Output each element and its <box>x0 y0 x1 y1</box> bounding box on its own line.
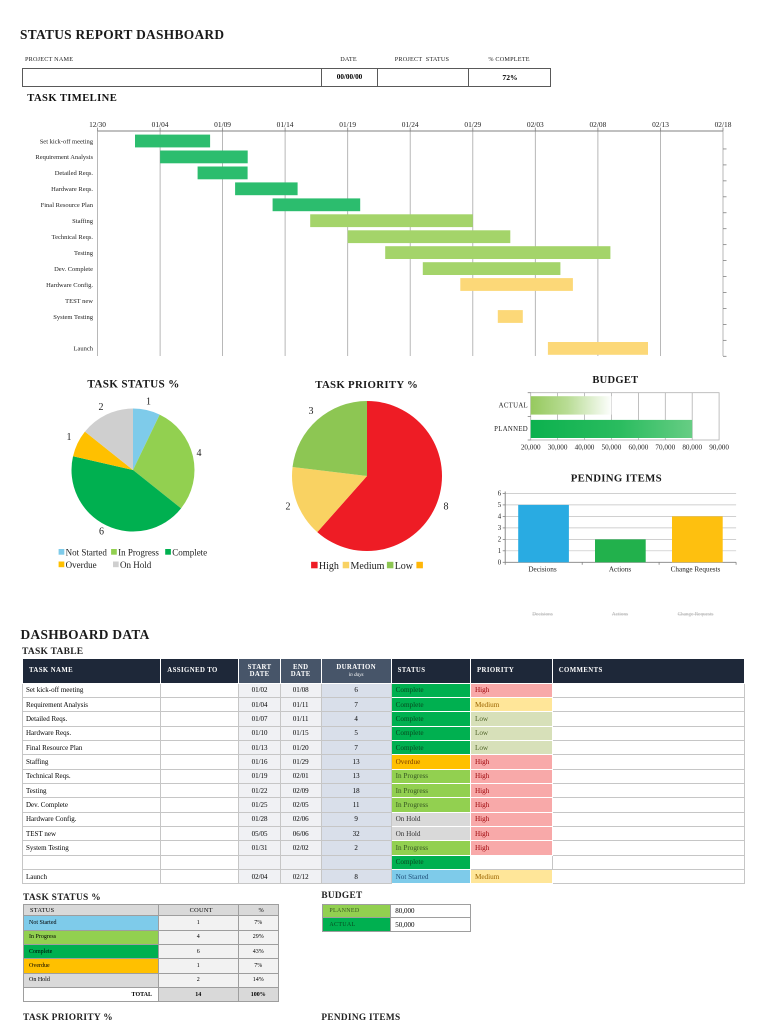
svg-text:Technical Reqs.: Technical Reqs. <box>52 234 94 241</box>
svg-text:40,000: 40,000 <box>575 444 595 452</box>
svg-text:System Testing: System Testing <box>53 314 93 321</box>
svg-text:Actions: Actions <box>609 566 632 574</box>
svg-text:TEST new: TEST new <box>65 298 93 305</box>
svg-text:Hardware Reqs.: Hardware Reqs. <box>51 186 93 193</box>
svg-text:01/19: 01/19 <box>339 120 356 129</box>
svg-text:BUDGET: BUDGET <box>592 375 638 386</box>
svg-text:01/29: 01/29 <box>464 120 481 129</box>
svg-text:Hardware Config.: Hardware Config. <box>46 282 93 289</box>
svg-text:02/18: 02/18 <box>715 120 732 129</box>
svg-text:20,000: 20,000 <box>521 444 541 452</box>
svg-text:Decisions: Decisions <box>532 612 552 618</box>
svg-text:On Hold: On Hold <box>120 560 152 570</box>
svg-text:TASK STATUS %: TASK STATUS % <box>87 379 179 391</box>
svg-text:70,000: 70,000 <box>655 444 675 452</box>
svg-text:1: 1 <box>498 548 501 555</box>
svg-text:80,000: 80,000 <box>682 444 702 452</box>
svg-text:3: 3 <box>498 525 502 532</box>
svg-text:Final Resource Plan: Final Resource Plan <box>41 202 94 209</box>
svg-text:ACTUAL: ACTUAL <box>499 403 528 410</box>
svg-text:Set kick-off meeting: Set kick-off meeting <box>40 138 94 145</box>
svg-text:8: 8 <box>444 502 449 513</box>
svg-text:1: 1 <box>67 432 72 443</box>
svg-text:1: 1 <box>146 397 151 408</box>
svg-text:01/04: 01/04 <box>152 120 169 129</box>
svg-text:01/09: 01/09 <box>214 120 231 129</box>
svg-text:6: 6 <box>498 491 502 498</box>
svg-text:Complete: Complete <box>172 548 207 558</box>
svg-text:02/08: 02/08 <box>589 120 606 129</box>
svg-text:PLANNED: PLANNED <box>494 426 528 433</box>
svg-text:01/24: 01/24 <box>402 120 419 129</box>
svg-text:0: 0 <box>498 560 502 567</box>
svg-text:60,000: 60,000 <box>629 444 649 452</box>
svg-text:Staffing: Staffing <box>72 218 94 225</box>
svg-text:Detailed Reqs.: Detailed Reqs. <box>55 170 94 177</box>
svg-text:Actions: Actions <box>612 612 628 618</box>
svg-text:Medium: Medium <box>351 561 385 572</box>
svg-text:Testing: Testing <box>74 250 94 257</box>
svg-text:TASK PRIORITY %: TASK PRIORITY % <box>315 379 418 391</box>
svg-text:01/14: 01/14 <box>277 120 294 129</box>
svg-text:Dev. Complete: Dev. Complete <box>54 266 93 273</box>
svg-text:3: 3 <box>309 406 314 417</box>
svg-text:02/03: 02/03 <box>527 120 544 129</box>
svg-text:Not Started: Not Started <box>66 548 108 558</box>
svg-text:Decisions: Decisions <box>528 566 557 574</box>
svg-text:Launch: Launch <box>74 346 94 353</box>
svg-text:Overdue: Overdue <box>66 560 97 570</box>
svg-text:PENDING ITEMS: PENDING ITEMS <box>571 472 662 484</box>
svg-text:High: High <box>319 561 339 572</box>
svg-text:4: 4 <box>197 448 202 459</box>
svg-text:6: 6 <box>99 527 104 538</box>
svg-text:Change Requests: Change Requests <box>671 566 721 574</box>
svg-text:2: 2 <box>286 502 291 513</box>
svg-text:2: 2 <box>99 402 104 413</box>
svg-text:4: 4 <box>498 514 502 521</box>
svg-text:In Progress: In Progress <box>118 548 159 558</box>
svg-text:12/30: 12/30 <box>89 120 106 129</box>
svg-text:90,000: 90,000 <box>709 444 729 452</box>
svg-text:50,000: 50,000 <box>602 444 622 452</box>
svg-text:5: 5 <box>498 502 502 509</box>
svg-text:2: 2 <box>498 537 502 544</box>
svg-text:Requirement Analysis: Requirement Analysis <box>35 154 93 161</box>
svg-text:Low: Low <box>395 561 414 572</box>
svg-text:30,000: 30,000 <box>548 444 568 452</box>
svg-text:02/13: 02/13 <box>652 120 669 129</box>
svg-text:Change Requests: Change Requests <box>678 612 714 618</box>
